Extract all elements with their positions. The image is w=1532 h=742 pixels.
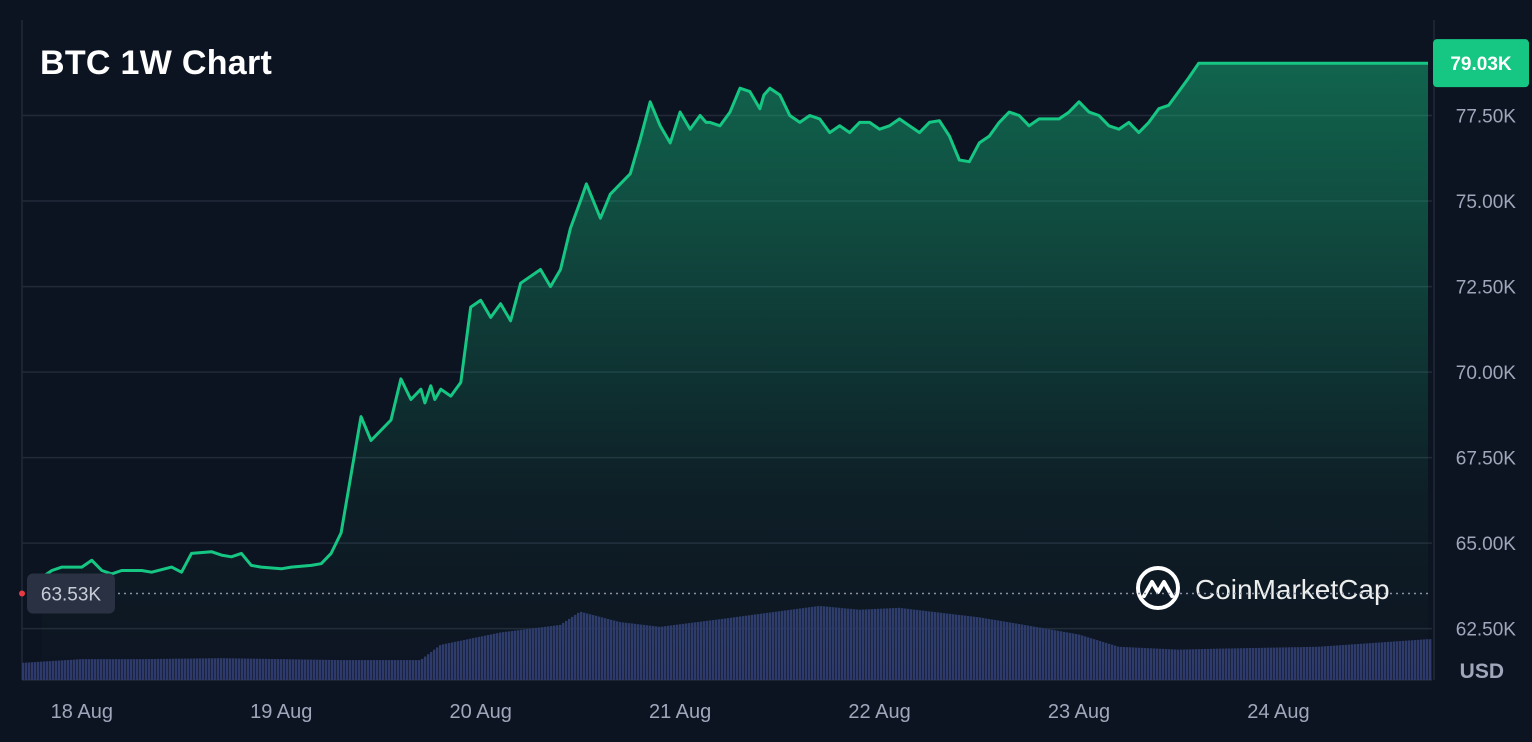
x-tick-label: 21 Aug — [649, 701, 711, 723]
currency-unit-label: USD — [1460, 660, 1504, 683]
open-price-dot — [19, 590, 25, 597]
price-line — [41, 61, 1428, 579]
y-tick-label: 75.00K — [1456, 192, 1517, 213]
coinmarketcap-logo-icon — [1136, 566, 1180, 610]
y-tick-label: 62.50K — [1456, 620, 1517, 641]
coinmarketcap-watermark: CoinMarketCap — [1136, 566, 1390, 610]
open-price-label: 63.53K — [41, 584, 102, 605]
axes: 62.50K 65.00K 67.50K 70.00K 72.50K 75.00K 77.5… — [51, 107, 1517, 723]
x-tick-label: 18 Aug — [51, 701, 113, 723]
last-price-label: 79.03K — [1450, 54, 1512, 75]
y-tick-label: 70.00K — [1456, 363, 1517, 384]
volume-bar — [40, 661, 43, 680]
x-tick-label: 22 Aug — [848, 701, 910, 723]
y-tick-label: 72.50K — [1456, 278, 1517, 299]
volume-bar — [31, 662, 34, 680]
coinmarketcap-wordmark: CoinMarketCap — [1195, 574, 1390, 605]
x-tick-label: 24 Aug — [1247, 701, 1309, 723]
volume-bar — [22, 662, 25, 680]
volume-bar — [37, 661, 40, 680]
last-price-badge — [1433, 39, 1529, 88]
price-area-fill — [41, 63, 1428, 680]
x-tick-label: 19 Aug — [250, 701, 312, 723]
price-markers: 63.53K 79.03K — [19, 39, 1529, 614]
y-tick-label: 65.00K — [1456, 534, 1517, 555]
open-price-badge — [27, 573, 115, 614]
volume-bar — [1429, 639, 1432, 680]
x-tick-label: 23 Aug — [1048, 701, 1110, 723]
volume-bar — [28, 662, 31, 680]
x-tick-label: 20 Aug — [450, 701, 512, 723]
y-tick-label: 67.50K — [1456, 449, 1517, 470]
y-tick-label: 77.50K — [1456, 107, 1517, 128]
volume-bar — [25, 662, 28, 680]
volume-bar — [34, 662, 37, 680]
price-area — [41, 61, 1428, 680]
chart-title: BTC 1W Chart — [40, 44, 273, 82]
